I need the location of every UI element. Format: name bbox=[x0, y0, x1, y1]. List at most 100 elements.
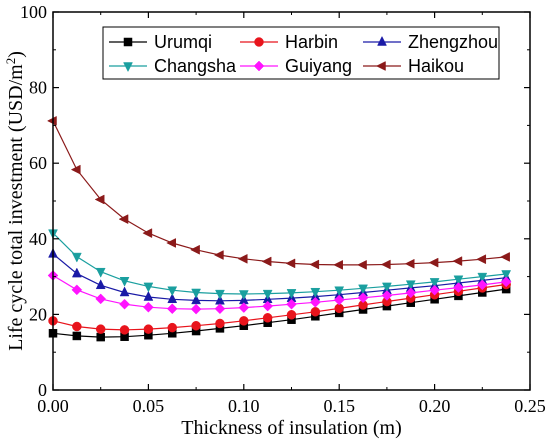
series-haikou bbox=[46, 115, 510, 270]
data-point-harbin bbox=[191, 320, 201, 331]
data-point-guiyang bbox=[71, 284, 83, 296]
legend-label-urumqi: Urumqi bbox=[154, 32, 212, 52]
data-point-harbin bbox=[119, 325, 130, 335]
y-tick-label: 60 bbox=[29, 153, 47, 173]
series-harbin bbox=[48, 279, 511, 335]
data-point-changsha bbox=[310, 287, 321, 298]
legend-label-zhengzhou: Zhengzhou bbox=[408, 32, 498, 52]
data-point-guiyang bbox=[95, 293, 107, 305]
data-point-zhengzhou bbox=[143, 290, 154, 301]
data-point-changsha bbox=[286, 289, 297, 299]
data-point-harbin bbox=[215, 318, 225, 329]
legend-label-haikou: Haikou bbox=[408, 56, 464, 76]
data-point-urumqi bbox=[72, 331, 82, 341]
legend-marker-urumqi bbox=[123, 37, 133, 47]
data-point-haikou bbox=[190, 244, 200, 255]
data-point-haikou bbox=[333, 259, 343, 270]
x-tick-label: 0.10 bbox=[228, 396, 260, 416]
legend: Urumqi Harbin Zhengzhou Changsha Guiyang Haik… bbox=[102, 26, 500, 80]
data-point-haikou bbox=[309, 259, 320, 270]
data-point-haikou bbox=[452, 256, 463, 267]
legend-item-harbin: Harbin bbox=[240, 32, 338, 52]
legend-marker-guiyang bbox=[253, 60, 265, 72]
data-point-guiyang bbox=[262, 300, 274, 312]
data-point-guiyang bbox=[143, 301, 154, 313]
legend-item-urumqi: Urumqi bbox=[109, 32, 212, 52]
x-axis-title: Thickness of insulation (m) bbox=[181, 417, 402, 439]
data-point-changsha bbox=[95, 267, 106, 278]
data-point-haikou bbox=[476, 254, 487, 265]
data-point-haikou bbox=[261, 256, 272, 267]
data-point-changsha bbox=[191, 288, 202, 299]
data-point-changsha bbox=[215, 289, 225, 300]
legend-marker-harbin bbox=[254, 37, 264, 47]
data-point-harbin bbox=[310, 307, 321, 317]
data-point-guiyang bbox=[381, 290, 393, 301]
data-point-haikou bbox=[142, 228, 153, 239]
data-point-guiyang bbox=[214, 303, 226, 315]
data-point-haikou bbox=[213, 250, 224, 260]
y-axis-title: Life cycle total investment (USD/m2) bbox=[3, 51, 27, 351]
y-tick-label: 0 bbox=[38, 380, 47, 400]
data-point-haikou bbox=[237, 253, 248, 264]
axis-ticks: 0.00 0.05 0.10 0.15 0.20 0.25 0 20 40 60 80 100 bbox=[20, 2, 546, 416]
data-point-urumqi bbox=[96, 332, 105, 342]
data-point-changsha bbox=[262, 289, 273, 300]
data-point-harbin bbox=[95, 324, 106, 334]
data-point-guiyang bbox=[309, 296, 321, 308]
data-point-haikou bbox=[428, 257, 439, 268]
data-point-haikou bbox=[70, 164, 81, 175]
data-point-changsha bbox=[405, 280, 416, 291]
series-zhengzhou bbox=[48, 247, 512, 305]
series-changsha bbox=[48, 229, 512, 301]
data-point-harbin bbox=[143, 324, 154, 334]
data-point-guiyang bbox=[500, 276, 512, 288]
legend-label-changsha: Changsha bbox=[154, 56, 237, 76]
y-tick-label: 100 bbox=[20, 2, 47, 22]
data-point-haikou bbox=[118, 214, 129, 225]
data-point-harbin bbox=[262, 313, 273, 323]
legend-marker-zhengzhou bbox=[377, 35, 387, 46]
data-point-guiyang bbox=[238, 302, 250, 313]
data-point-haikou bbox=[166, 238, 176, 248]
data-point-haikou bbox=[380, 259, 391, 270]
data-point-changsha bbox=[238, 290, 249, 301]
x-tick-label: 0.25 bbox=[514, 396, 546, 416]
y-tick-label: 80 bbox=[29, 78, 47, 98]
x-tick-label: 0.05 bbox=[133, 396, 165, 416]
x-tick-label: 0.15 bbox=[323, 396, 355, 416]
data-point-changsha bbox=[358, 284, 368, 295]
data-point-haikou bbox=[94, 194, 105, 205]
legend-item-haikou: Haikou bbox=[363, 56, 464, 76]
legend-items: Urumqi Harbin Zhengzhou Changsha Guiyang Haik… bbox=[109, 32, 498, 76]
data-point-harbin bbox=[239, 316, 249, 326]
data-point-guiyang bbox=[166, 303, 178, 315]
data-point-changsha bbox=[501, 270, 512, 281]
data-point-haikou bbox=[500, 252, 510, 262]
data-point-harbin bbox=[167, 322, 177, 333]
series-guiyang bbox=[47, 270, 512, 315]
data-point-zhengzhou bbox=[119, 286, 130, 297]
data-point-changsha bbox=[429, 278, 440, 288]
data-point-haikou bbox=[285, 258, 296, 269]
x-tick-label: 0.00 bbox=[37, 396, 69, 416]
data-point-guiyang bbox=[453, 282, 464, 293]
data-point-guiyang bbox=[333, 294, 345, 306]
data-point-harbin bbox=[72, 321, 82, 332]
data-point-guiyang bbox=[476, 279, 488, 291]
data-point-changsha bbox=[143, 282, 154, 293]
data-point-haikou bbox=[356, 259, 367, 270]
legend-item-zhengzhou: Zhengzhou bbox=[363, 32, 498, 52]
data-point-haikou bbox=[46, 115, 57, 126]
data-point-guiyang bbox=[357, 292, 369, 304]
data-point-changsha bbox=[381, 282, 392, 293]
legend-box bbox=[102, 26, 500, 80]
data-point-harbin bbox=[286, 310, 297, 320]
data-point-changsha bbox=[71, 252, 82, 263]
series-layer bbox=[46, 115, 512, 342]
data-point-guiyang bbox=[190, 303, 202, 315]
y-tick-label: 20 bbox=[29, 304, 47, 324]
data-point-guiyang bbox=[429, 284, 440, 296]
data-point-changsha bbox=[334, 286, 345, 297]
